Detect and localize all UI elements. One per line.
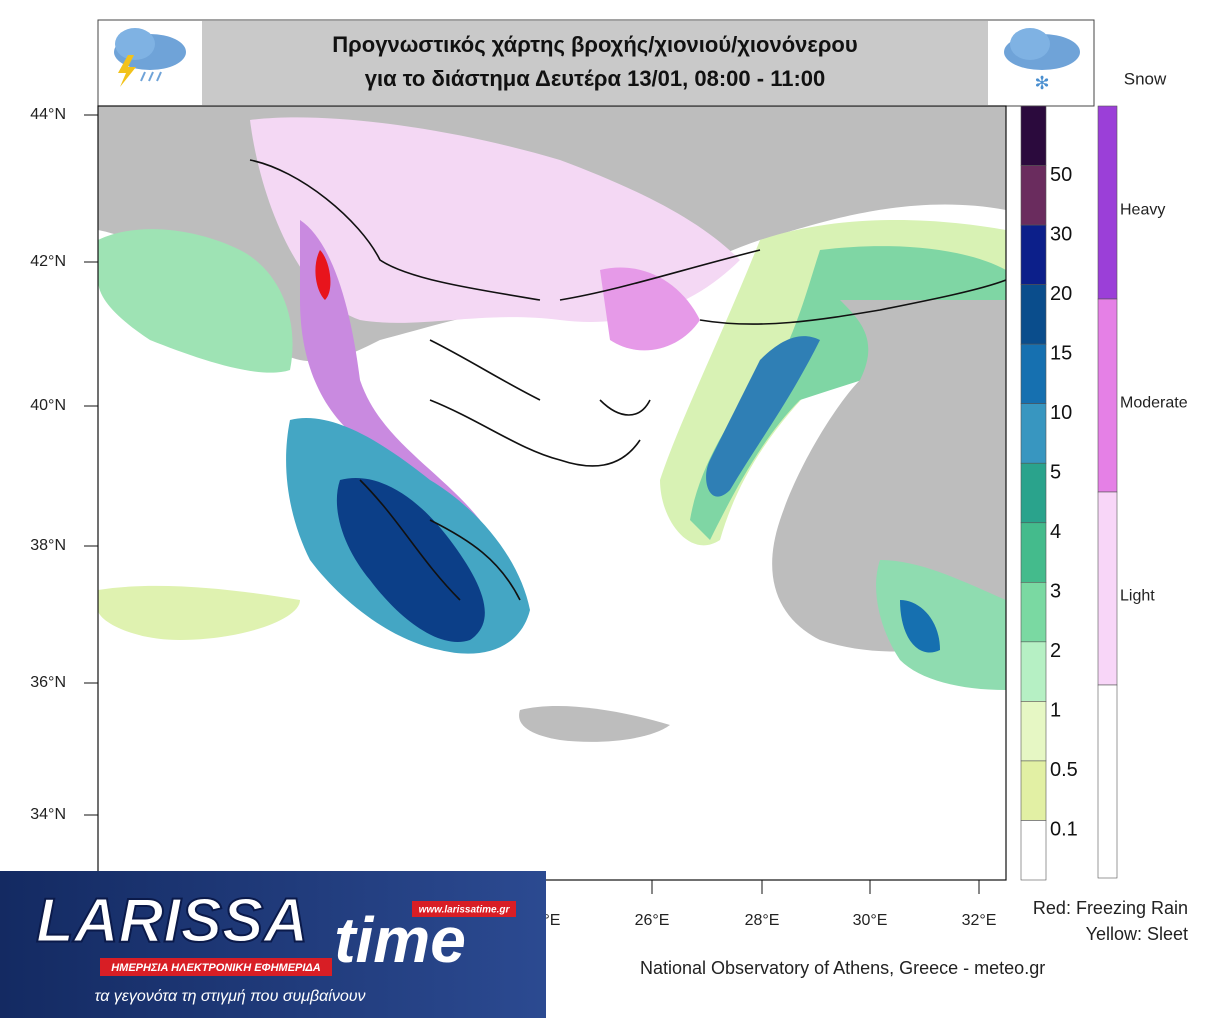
snow-label: Moderate (1120, 395, 1188, 412)
lon-label: 32°E (962, 912, 997, 929)
snow-title: Snow (1124, 69, 1167, 88)
colorbar-segment (1020, 760, 1047, 821)
colorbar-segment (1020, 224, 1047, 285)
lon-label: 30°E (853, 912, 888, 929)
colorbar-segment (1020, 582, 1047, 643)
colorbar-label: 0.5 (1050, 759, 1078, 781)
colorbar-label: 20 (1050, 283, 1072, 305)
colorbar-segment (1020, 284, 1047, 345)
colorbar-segment (1020, 105, 1047, 166)
logo-name: LARISSA (36, 886, 308, 955)
snow-label: Heavy (1120, 202, 1165, 219)
rain-icon (114, 28, 186, 87)
logo-subtitle: ΗΜΕΡΗΣΙΑ ΗΛΕΚΤΡΟΝΙΚΗ ΕΦΗΜΕΡΙΔΑ (111, 962, 321, 974)
credit: National Observatory of Athens, Greece -… (640, 958, 1045, 978)
lat-label: 34°N (30, 806, 66, 823)
colorbar-segment (1020, 641, 1047, 702)
colorbar-label: 0.1 (1050, 819, 1078, 841)
lat-label: 42°N (30, 253, 66, 270)
logo: LARISSA time www.larissatime.gr ΗΜΕΡΗΣΙΑ… (0, 871, 546, 1018)
note: Yellow: Sleet (1086, 924, 1188, 944)
colorbar-label: 5 (1050, 462, 1061, 484)
colorbar-segment (1020, 343, 1047, 404)
title-line: Προγνωστικός χάρτης βροχής/χιονιού/χιονό… (332, 32, 857, 57)
lat-label: 38°N (30, 537, 66, 554)
colorbar-label: 2 (1050, 640, 1061, 662)
colorbar-label: 1 (1050, 700, 1061, 722)
colorbar-label: 3 (1050, 581, 1061, 603)
lon-label: 28°E (745, 912, 780, 929)
colorbar-segment (1020, 522, 1047, 583)
colorbar-label: 15 (1050, 342, 1072, 364)
colorbar-segment (1020, 462, 1047, 524)
snow-segment (1097, 298, 1118, 493)
lat-label: 40°N (30, 397, 66, 414)
title-line: για το διάστημα Δευτέρα 13/01, 08:00 - 1… (365, 66, 826, 91)
colorbar-label: 30 (1050, 223, 1072, 245)
snow-icon: ✻ (1004, 28, 1080, 93)
colorbar-label: 4 (1050, 521, 1061, 543)
logo-url: www.larissatime.gr (419, 905, 511, 916)
colorbar-segment (1020, 820, 1047, 881)
snow-segment (1097, 491, 1118, 686)
colorbar-label: 50 (1050, 164, 1072, 186)
colorbar-label: 10 (1050, 402, 1072, 424)
colorbar-segment (1020, 165, 1047, 226)
lat-label: 44°N (30, 106, 66, 123)
svg-text:✻: ✻ (1034, 73, 1049, 93)
snow-label: Light (1120, 588, 1155, 605)
logo-slogan: τα γεγονότα τη στιγμή που συμβαίνουν (94, 988, 365, 1005)
colorbar-segment (1020, 701, 1047, 762)
note: Red: Freezing Rain (1033, 898, 1188, 918)
header-band (202, 21, 988, 105)
snow-segment (1097, 684, 1118, 879)
map (97, 105, 1007, 881)
lat-label: 36°N (30, 674, 66, 691)
snow-segment (1097, 105, 1118, 300)
colorbar-segment (1020, 403, 1047, 464)
lon-label: 26°E (635, 912, 670, 929)
